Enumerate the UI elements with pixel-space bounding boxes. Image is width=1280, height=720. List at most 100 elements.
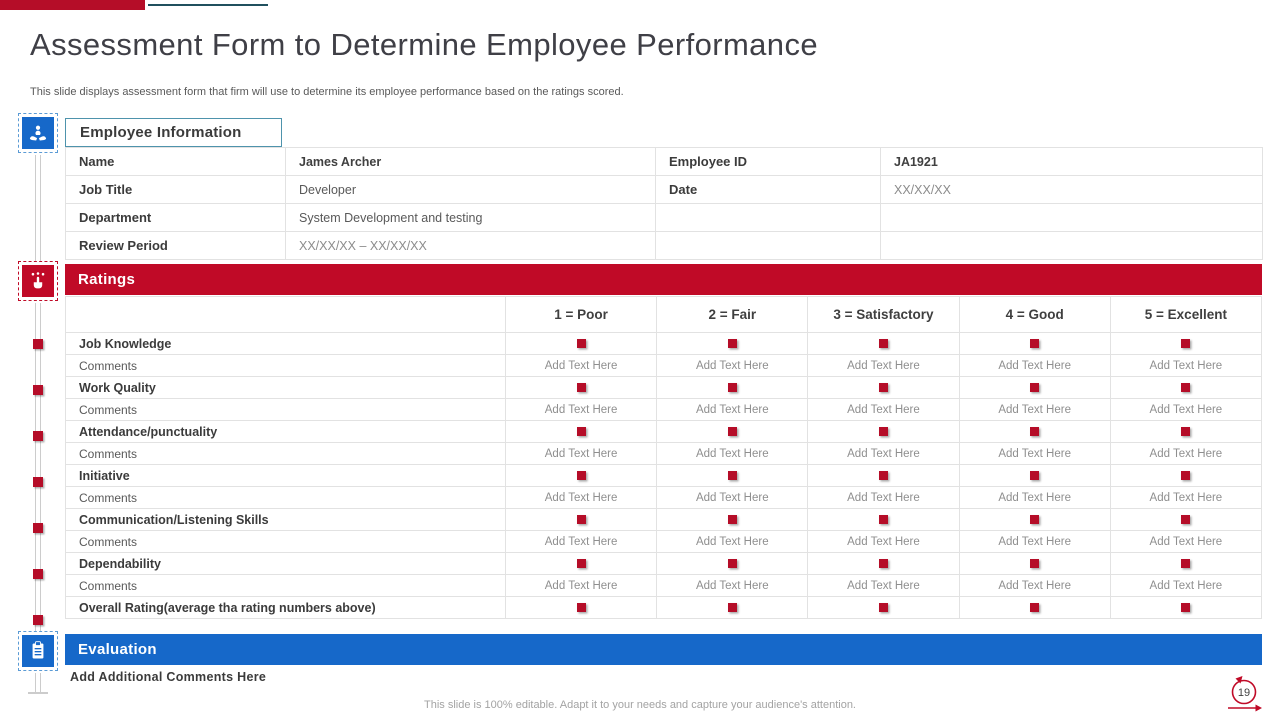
comment-placeholder[interactable]: Add Text Here: [958, 398, 1111, 421]
rating-mark-icon[interactable]: [878, 514, 888, 524]
rating-criteria-row: Attendance/punctuality: [65, 420, 1263, 443]
rating-cell: [1109, 508, 1263, 531]
page-subtitle: This slide displays assessment form that…: [30, 86, 624, 98]
comment-placeholder[interactable]: Add Text Here: [504, 398, 658, 421]
rating-mark-icon[interactable]: [576, 382, 586, 392]
evaluation-section-icon-frame: [18, 631, 58, 671]
comment-placeholder[interactable]: Add Text Here: [656, 486, 809, 509]
rating-criteria-row: Communication/Listening Skills: [65, 508, 1263, 531]
rating-cell: [958, 508, 1111, 531]
criteria-bullet: [33, 569, 43, 579]
rating-mark-icon[interactable]: [878, 558, 888, 568]
rating-cell: [1109, 464, 1263, 487]
connector-rail: [35, 673, 41, 692]
field-label-job-title: Job Title: [65, 175, 286, 204]
rating-mark-icon[interactable]: [878, 470, 888, 480]
field-value-job-title: Developer: [285, 175, 656, 204]
rating-mark-icon[interactable]: [1030, 382, 1040, 392]
rating-mark-icon[interactable]: [727, 426, 737, 436]
comment-placeholder[interactable]: Add Text Here: [958, 574, 1111, 597]
comment-placeholder[interactable]: Add Text Here: [1109, 530, 1263, 553]
field-label-date: Date: [655, 175, 881, 204]
rating-mark-icon[interactable]: [1030, 514, 1040, 524]
rating-mark-icon[interactable]: [878, 602, 888, 612]
scale-header-fair: 2 = Fair: [656, 296, 809, 333]
rating-mark-icon[interactable]: [576, 602, 586, 612]
comment-placeholder[interactable]: Add Text Here: [1109, 486, 1263, 509]
rating-mark-icon[interactable]: [1181, 602, 1191, 612]
comment-placeholder[interactable]: Add Text Here: [1109, 398, 1263, 421]
rating-mark-icon[interactable]: [1181, 558, 1191, 568]
rating-mark-icon[interactable]: [727, 558, 737, 568]
rating-mark-icon[interactable]: [1181, 514, 1191, 524]
slide-footer-note: This slide is 100% editable. Adapt it to…: [424, 699, 856, 711]
rating-mark-icon[interactable]: [576, 558, 586, 568]
comment-placeholder[interactable]: Add Text Here: [656, 354, 809, 377]
rating-cell: [958, 464, 1111, 487]
rating-mark-icon[interactable]: [1030, 558, 1040, 568]
criteria-label: Work Quality: [65, 376, 506, 399]
rating-mark-icon[interactable]: [1030, 470, 1040, 480]
comment-placeholder[interactable]: Add Text Here: [1109, 354, 1263, 377]
rating-mark-icon[interactable]: [727, 338, 737, 348]
comment-placeholder[interactable]: Add Text Here: [958, 442, 1111, 465]
comment-placeholder[interactable]: Add Text Here: [807, 398, 960, 421]
ratings-section-header: Ratings: [65, 264, 1262, 295]
ratings-header-row: 1 = Poor 2 = Fair 3 = Satisfactory 4 = G…: [65, 296, 1263, 333]
page-number-badge: 19: [1226, 674, 1262, 714]
rating-cell: [1109, 332, 1263, 355]
rating-mark-icon[interactable]: [878, 338, 888, 348]
comment-placeholder[interactable]: Add Text Here: [807, 530, 960, 553]
field-value-employee-id: JA1921: [880, 147, 1263, 176]
rating-mark-icon[interactable]: [1181, 338, 1191, 348]
field-value-date: XX/XX/XX: [880, 175, 1263, 204]
comment-placeholder[interactable]: Add Text Here: [504, 442, 658, 465]
rating-cell: [958, 552, 1111, 575]
comment-placeholder[interactable]: Add Text Here: [656, 398, 809, 421]
comment-placeholder[interactable]: Add Text Here: [807, 486, 960, 509]
ratings-table: 1 = Poor 2 = Fair 3 = Satisfactory 4 = G…: [65, 296, 1263, 619]
comment-placeholder[interactable]: Add Text Here: [958, 530, 1111, 553]
comment-placeholder[interactable]: Add Text Here: [504, 354, 658, 377]
comment-placeholder[interactable]: Add Text Here: [807, 354, 960, 377]
rating-cell: [656, 464, 809, 487]
rating-cell: [504, 596, 658, 619]
rating-mark-icon[interactable]: [576, 338, 586, 348]
rating-mark-icon[interactable]: [1030, 338, 1040, 348]
rating-cell: [958, 376, 1111, 399]
rating-mark-icon[interactable]: [878, 382, 888, 392]
evaluation-section-header: Evaluation: [65, 634, 1262, 665]
rating-mark-icon[interactable]: [727, 382, 737, 392]
rating-cell: [504, 332, 658, 355]
field-value-review-period: XX/XX/XX – XX/XX/XX: [285, 231, 656, 260]
rating-mark-icon[interactable]: [1030, 426, 1040, 436]
rating-mark-icon[interactable]: [576, 470, 586, 480]
comment-placeholder[interactable]: Add Text Here: [807, 442, 960, 465]
empty-cell: [880, 203, 1263, 232]
rating-mark-icon[interactable]: [727, 470, 737, 480]
rating-mark-icon[interactable]: [727, 602, 737, 612]
comment-placeholder[interactable]: Add Text Here: [656, 442, 809, 465]
employee-section-icon-frame: [18, 113, 58, 153]
rating-mark-icon[interactable]: [1181, 426, 1191, 436]
rating-mark-icon[interactable]: [1030, 602, 1040, 612]
comment-placeholder[interactable]: Add Text Here: [504, 530, 658, 553]
comment-placeholder[interactable]: Add Text Here: [958, 486, 1111, 509]
comment-placeholder[interactable]: Add Text Here: [656, 530, 809, 553]
additional-comments-placeholder[interactable]: Add Additional Comments Here: [70, 670, 267, 684]
rating-mark-icon[interactable]: [1181, 470, 1191, 480]
comment-placeholder[interactable]: Add Text Here: [958, 354, 1111, 377]
rating-mark-icon[interactable]: [576, 514, 586, 524]
comment-placeholder[interactable]: Add Text Here: [504, 574, 658, 597]
comment-placeholder[interactable]: Add Text Here: [504, 486, 658, 509]
comment-placeholder[interactable]: Add Text Here: [656, 574, 809, 597]
rating-cell: [656, 596, 809, 619]
rating-mark-icon[interactable]: [576, 426, 586, 436]
comment-placeholder[interactable]: Add Text Here: [1109, 574, 1263, 597]
rating-mark-icon[interactable]: [1181, 382, 1191, 392]
comment-placeholder[interactable]: Add Text Here: [807, 574, 960, 597]
rating-mark-icon[interactable]: [727, 514, 737, 524]
rating-mark-icon[interactable]: [878, 426, 888, 436]
comment-placeholder[interactable]: Add Text Here: [1109, 442, 1263, 465]
